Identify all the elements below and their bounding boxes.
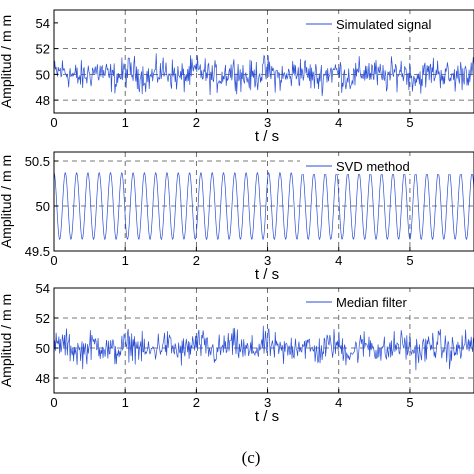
x-axis-label: t / s <box>255 408 279 425</box>
x-tick-label: 2 <box>193 115 200 130</box>
x-tick-label: 5 <box>406 115 413 130</box>
axes-frame <box>53 151 474 252</box>
x-tick-label: 2 <box>193 395 200 410</box>
legend-box <box>300 292 474 310</box>
legend-box <box>300 14 474 32</box>
legend: Simulated signal <box>300 14 474 32</box>
chart-panel-1: Simulated signal 0 1 2 3 4 5 48 50 52 54 t / s Ampli… <box>0 9 474 145</box>
chart-panel-2: SVD method 0 1 2 3 4 5 49.5 50 50.5 t / s Amplitud … <box>0 151 474 283</box>
x-tick-label: 1 <box>122 115 129 130</box>
x-tick-label: 3 <box>264 395 271 410</box>
x-tick-label: 1 <box>122 253 129 268</box>
x-tick-label: 5 <box>406 395 413 410</box>
x-tick-label: 5 <box>406 253 413 268</box>
signal-line <box>54 325 474 371</box>
y-axis-label: Amplitud / m m <box>0 294 14 387</box>
x-tick-label: 3 <box>264 115 271 130</box>
y-tick-label: 49.5 <box>25 244 50 259</box>
y-tick-label: 48 <box>36 371 50 386</box>
x-tick-label: 3 <box>264 253 271 268</box>
x-tick-label: 4 <box>335 115 342 130</box>
y-tick-label: 52 <box>36 311 50 326</box>
legend: Median filter <box>300 292 474 310</box>
x-tick-label: 1 <box>122 395 129 410</box>
x-tick-label: 0 <box>50 253 57 268</box>
axes-frame <box>53 287 474 394</box>
legend-label: Median filter <box>336 295 407 310</box>
y-tick-label: 50 <box>36 67 50 82</box>
x-tick-label: 0 <box>50 115 57 130</box>
y-tick-label: 52 <box>36 42 50 57</box>
legend-label: SVD method <box>336 159 410 174</box>
y-tick-label: 54 <box>36 16 50 31</box>
y-axis-label: Amplitud / m m <box>0 15 14 108</box>
x-tick-label: 4 <box>335 395 342 410</box>
axes-frame <box>53 9 474 114</box>
x-tick-label: 2 <box>193 253 200 268</box>
legend-box <box>300 156 474 174</box>
y-tick-label: 50 <box>36 341 50 356</box>
x-tick-label: 0 <box>50 395 57 410</box>
y-axis-label: Amplitud / m m <box>0 155 14 248</box>
y-tick-label: 48 <box>36 93 50 108</box>
y-tick-label: 50.5 <box>25 154 50 169</box>
chart-panel-3: Median filter 0 1 2 3 4 5 48 50 52 54 t / s Amplitud… <box>0 281 474 425</box>
legend: SVD method <box>300 156 474 174</box>
signal-line <box>54 53 474 97</box>
x-tick-label: 4 <box>335 253 342 268</box>
figure-caption: (c) <box>242 448 261 467</box>
legend-label: Simulated signal <box>336 17 431 32</box>
y-tick-label: 50 <box>36 199 50 214</box>
x-axis-label: t / s <box>255 266 279 283</box>
x-axis-label: t / s <box>255 128 279 145</box>
y-tick-label: 54 <box>36 281 50 296</box>
